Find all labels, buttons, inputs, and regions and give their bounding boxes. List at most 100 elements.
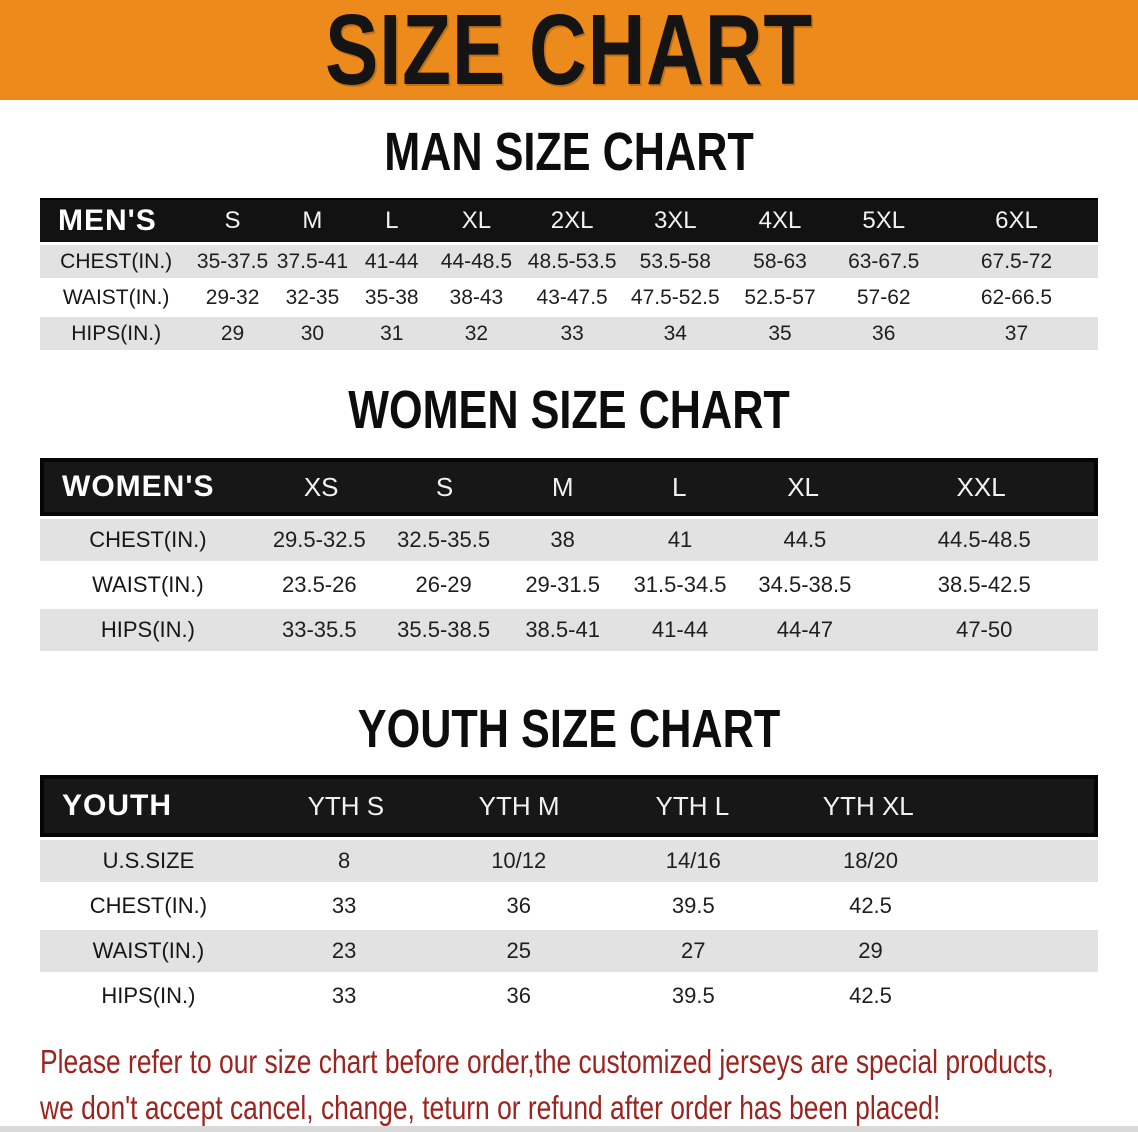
disclaimer-line-2: we don't accept cancel, change, teturn o… [40, 1089, 941, 1126]
column-header-xxl: XXL [956, 471, 1006, 502]
order-disclaimer: Please refer to our size chart before or… [40, 1039, 1138, 1131]
value-cell: 63-67.5 [848, 249, 920, 273]
value-cell: 36 [506, 983, 531, 1008]
value-cell: 33 [560, 321, 584, 345]
row-label: CHEST(IN.) [60, 249, 173, 273]
section-title-youth: YOUTH SIZE CHART [357, 699, 781, 759]
value-cell: 23 [331, 938, 357, 963]
value-cell: 42.5 [849, 893, 892, 918]
value-cell: 29-31.5 [525, 572, 600, 597]
youth-hips-row: HIPS(IN.) 33 36 39.5 42.5 [40, 975, 1098, 1017]
value-cell: 34.5-38.5 [758, 572, 852, 597]
section-man: MAN SIZE CHART [0, 122, 1138, 182]
row-label: HIPS(IN.) [101, 983, 196, 1008]
value-cell: 47.5-52.5 [630, 285, 720, 309]
youth-header-label: YOUTH [62, 789, 172, 822]
disclaimer-line-1: Please refer to our size chart before or… [40, 1043, 1054, 1080]
row-label: CHEST(IN.) [89, 527, 207, 552]
section-title-man: MAN SIZE CHART [384, 122, 754, 182]
value-cell: 44-47 [776, 617, 834, 642]
column-header-4xl: 4XL [758, 207, 802, 234]
row-label: HIPS(IN.) [71, 321, 162, 345]
youth-chest-row: CHEST(IN.) 33 36 39.5 42.5 [40, 885, 1098, 927]
value-cell: 35 [768, 321, 792, 345]
value-cell: 37.5-41 [276, 249, 349, 273]
value-cell: 44-48.5 [440, 249, 513, 273]
value-cell: 53.5-58 [639, 249, 711, 273]
value-cell: 52.5-57 [744, 285, 816, 309]
value-cell: 42.5 [849, 983, 892, 1008]
value-cell: 41 [667, 527, 693, 552]
youth-ussize-row: U.S.SIZE 8 10/12 14/16 18/20 [40, 840, 1098, 882]
column-header-s: S [224, 207, 241, 234]
section-title-women: WOMEN SIZE CHART [348, 380, 790, 440]
value-cell: 10/12 [491, 848, 547, 873]
value-cell: 32-35 [285, 285, 340, 309]
value-cell: 32 [464, 321, 489, 345]
section-women: WOMEN SIZE CHART [0, 380, 1138, 440]
column-header-l: L [672, 471, 687, 502]
womens-table-header-row: WOMEN'S XS S M L XL XXL [40, 458, 1098, 516]
youth-table-header-row: YOUTH YTH S YTH M YTH L YTH XL [40, 775, 1098, 837]
mens-hips-row: HIPS(IN.) 29 30 31 32 33 34 35 36 37 [40, 317, 1098, 350]
value-cell: 62-66.5 [980, 285, 1053, 309]
column-header-5xl: 5XL [862, 207, 906, 234]
value-cell: 39.5 [671, 893, 715, 918]
womens-chest-row: CHEST(IN.) 29.5-32.5 32.5-35.5 38 41 44.… [40, 519, 1098, 561]
section-youth: YOUTH SIZE CHART [0, 699, 1138, 759]
row-label: U.S.SIZE [102, 848, 195, 873]
column-header-xs: XS [303, 471, 339, 502]
value-cell: 25 [506, 938, 531, 963]
value-cell: 27 [681, 938, 706, 963]
mens-table-header-row: MEN'S S M L XL 2XL 3XL 4XL 5XL 6XL [40, 198, 1098, 242]
column-header-m: M [302, 207, 323, 234]
value-cell: 29-32 [205, 285, 260, 309]
value-cell: 44.5 [783, 527, 827, 552]
mens-size-table: MEN'S S M L XL 2XL 3XL 4XL 5XL 6XL CHEST… [40, 198, 1098, 350]
youth-waist-row: WAIST(IN.) 23 25 27 29 [40, 930, 1098, 972]
mens-waist-row: WAIST(IN.) 29-32 32-35 35-38 38-43 43-47… [40, 281, 1098, 314]
column-header-xl: XL [787, 471, 820, 502]
value-cell: 48.5-53.5 [527, 249, 617, 273]
column-header-yth-s: YTH S [307, 790, 385, 821]
value-cell: 47-50 [956, 617, 1013, 642]
row-label: CHEST(IN.) [89, 893, 208, 918]
mens-header-label: MEN'S [58, 204, 157, 237]
value-cell: 41-44 [364, 249, 419, 273]
column-header-yth-xl: YTH XL [822, 790, 914, 821]
column-header-2xl: 2XL [550, 207, 594, 234]
column-header-s: S [435, 471, 454, 502]
womens-size-table: WOMEN'S XS S M L XL XXL CHEST(IN.) 29.5-… [40, 458, 1098, 651]
banner-title: SIZE CHART [325, 0, 813, 106]
column-header-yth-m: YTH M [478, 790, 560, 821]
column-header-l: L [385, 207, 399, 234]
value-cell: 58-63 [753, 249, 807, 273]
value-cell: 38-43 [449, 285, 504, 309]
column-header-xl: XL [461, 207, 492, 234]
value-cell: 29.5-32.5 [272, 527, 366, 552]
value-cell: 44.5-48.5 [937, 527, 1031, 552]
value-cell: 18/20 [842, 848, 899, 873]
value-cell: 23.5-26 [281, 572, 357, 597]
value-cell: 38 [550, 527, 575, 552]
value-cell: 38.5-41 [525, 617, 600, 642]
column-header-6xl: 6XL [995, 207, 1038, 234]
value-cell: 67.5-72 [980, 249, 1053, 273]
value-cell: 35-38 [364, 285, 419, 309]
bottom-edge-strip [0, 1126, 1138, 1132]
value-cell: 33 [331, 983, 357, 1008]
value-cell: 57-62 [856, 285, 911, 309]
value-cell: 39.5 [671, 983, 715, 1008]
column-header-yth-l: YTH L [655, 790, 730, 821]
column-header-3xl: 3XL [653, 207, 697, 234]
value-cell: 43-47.5 [536, 285, 608, 309]
size-chart-banner: SIZE CHART [0, 0, 1138, 100]
value-cell: 35.5-38.5 [397, 617, 491, 642]
row-label: HIPS(IN.) [100, 617, 195, 642]
value-cell: 38.5-42.5 [937, 572, 1031, 597]
row-label: WAIST(IN.) [62, 285, 170, 309]
value-cell: 29 [220, 321, 245, 345]
value-cell: 34 [663, 321, 687, 345]
value-cell: 36 [872, 321, 896, 345]
value-cell: 31 [380, 321, 404, 345]
